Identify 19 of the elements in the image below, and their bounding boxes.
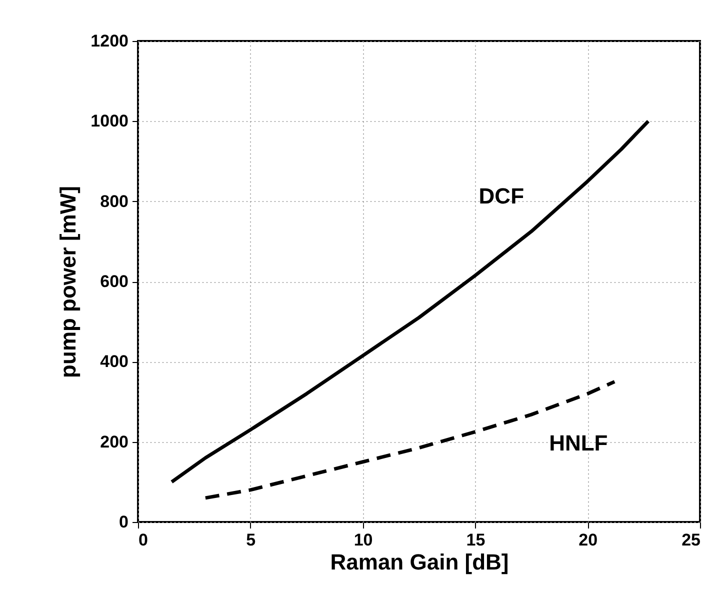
x-tick-label: 20 [578,530,598,550]
line-series [204,380,616,500]
line-series [170,119,650,484]
y-axis-title: pump power [mW] [56,186,81,378]
y-tick-label: 800 [100,192,128,211]
y-tick-label: 200 [100,432,128,452]
series-label: DCF [478,183,524,208]
y-tick-label: 1000 [90,112,128,131]
x-tick-label: 0 [138,530,148,550]
y-tick-label: 400 [100,352,128,372]
y-tick-label: 1200 [90,32,128,50]
x-tick-label: 25 [682,530,700,550]
y-tick-label: 0 [119,512,128,532]
x-axis-title: Raman Gain [dB] [330,550,509,574]
series-label: HNLF [549,430,608,456]
x-tick-label: 15 [466,530,486,550]
y-tick-label: 600 [100,272,128,291]
x-tick-label: 10 [354,530,373,550]
x-tick-label: 5 [246,530,256,550]
